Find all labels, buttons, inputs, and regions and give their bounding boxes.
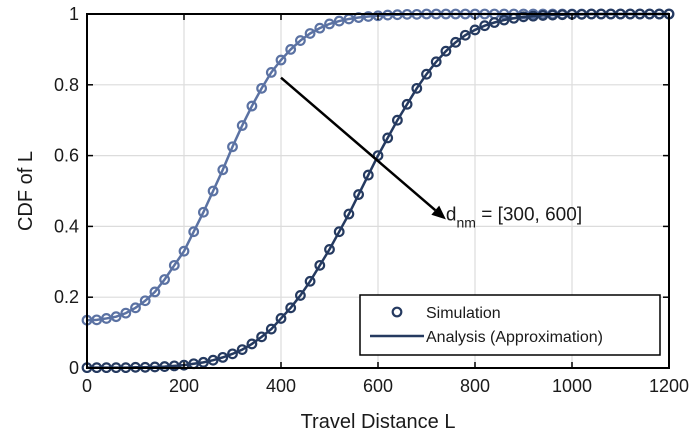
x-tick-label: 0	[82, 376, 92, 396]
x-tick-label: 1000	[552, 376, 592, 396]
simulation-point-d300	[91, 314, 103, 326]
simulation-point-d600	[479, 20, 491, 32]
simulation-point-d300	[324, 18, 335, 30]
simulation-point-d300	[362, 11, 374, 22]
simulation-point-d600	[178, 359, 190, 371]
simulation-point-d300	[217, 164, 229, 176]
simulation-point-d600	[314, 259, 326, 271]
simulation-point-d300	[110, 311, 122, 323]
simulation-point-d300	[372, 10, 384, 22]
simulation-point-d600	[489, 17, 500, 28]
annotation-subscript: nm	[456, 214, 475, 230]
simulation-point-d300	[168, 259, 180, 271]
simulation-point-d600	[275, 313, 287, 324]
simulation-point-d600	[304, 275, 316, 287]
y-axis-label: CDF of L	[15, 151, 37, 231]
x-tick-label: 800	[460, 376, 490, 396]
annotation-arrowhead	[431, 205, 446, 220]
legend-label: Analysis (Approximation)	[426, 329, 603, 346]
simulation-point-d600	[256, 331, 268, 343]
simulation-point-d600	[333, 226, 345, 238]
simulation-point-d600	[450, 36, 462, 48]
simulation-point-d600	[537, 10, 549, 21]
simulation-point-d600	[353, 189, 365, 200]
simulation-point-d300	[285, 44, 297, 55]
simulation-point-d300	[314, 22, 326, 34]
simulation-point-d300	[304, 28, 316, 39]
simulation-point-d300	[178, 245, 190, 257]
y-tick-label: 0	[69, 358, 79, 378]
simulation-point-d300	[236, 120, 248, 131]
simulation-point-d300	[197, 206, 209, 218]
simulation-point-d300	[120, 307, 132, 319]
annotation-text: dnm = [300, 600]	[446, 204, 582, 230]
simulation-point-d600	[197, 356, 209, 368]
simulation-point-d600	[246, 338, 258, 350]
simulation-point-d600	[295, 290, 306, 301]
simulation-point-d600	[440, 45, 452, 57]
simulation-point-d600	[469, 24, 481, 36]
simulation-point-d300	[188, 226, 200, 238]
x-tick-label: 400	[266, 376, 296, 396]
simulation-point-d600	[498, 14, 510, 26]
simulation-point-d600	[527, 10, 539, 22]
annotation-rest: = [300, 600]	[476, 204, 582, 225]
x-axis-label: Travel Distance L	[301, 411, 456, 433]
simulation-point-d600	[343, 208, 355, 220]
simulation-point-d300	[130, 302, 141, 314]
simulation-point-d600	[547, 9, 558, 21]
simulation-point-d600	[285, 302, 297, 314]
simulation-point-d600	[265, 323, 277, 335]
simulation-point-d600	[168, 360, 180, 372]
simulation-point-d600	[159, 361, 171, 372]
simulation-point-d600	[518, 11, 529, 23]
y-tick-label: 0.6	[54, 146, 79, 166]
simulation-point-d600	[207, 354, 219, 366]
simulation-point-d600	[382, 132, 394, 144]
y-tick-label: 0.8	[54, 75, 79, 95]
x-tick-label: 200	[169, 376, 199, 396]
x-tick-label: 1200	[649, 376, 689, 396]
simulation-point-d300	[227, 141, 238, 153]
legend: Simulation Analysis (Approximation)	[359, 294, 661, 356]
annotation: dnm = [300, 600]	[280, 76, 582, 230]
simulation-point-d600	[362, 169, 374, 181]
simulation-point-d600	[421, 68, 432, 80]
simulation-point-d600	[392, 114, 403, 126]
simulation-point-d300	[265, 67, 277, 78]
simulation-point-d300	[207, 185, 219, 197]
y-tick-label: 0.2	[54, 287, 79, 307]
simulation-point-d600	[227, 348, 238, 360]
simulation-point-d300	[333, 15, 345, 27]
simulation-point-d600	[149, 361, 161, 373]
annotation-main: d	[446, 204, 457, 225]
simulation-point-d300	[256, 82, 268, 94]
y-tick-label: 0.4	[54, 216, 79, 236]
simulation-point-d600	[459, 29, 471, 41]
axis-ticks: 0 200 400 600 800 1000 1200 0 0.2 0.4 0.6 0.8 1	[54, 4, 689, 396]
simulation-point-d300	[159, 274, 171, 285]
simulation-point-d300	[382, 9, 394, 21]
simulation-point-d300	[100, 313, 112, 324]
simulation-point-d600	[411, 82, 423, 94]
simulation-point-d300	[295, 35, 306, 46]
annotation-arrow	[280, 76, 437, 212]
y-tick-label: 1	[69, 4, 79, 24]
legend-marker-simulation	[391, 306, 403, 318]
simulation-point-d600	[324, 244, 335, 255]
simulation-point-d300	[139, 295, 151, 307]
simulation-point-d300	[246, 100, 258, 112]
legend-label: Simulation	[426, 305, 501, 322]
simulation-point-d600	[217, 351, 229, 363]
legend-box	[359, 294, 661, 356]
simulation-point-d300	[275, 54, 287, 66]
simulation-point-d600	[401, 98, 413, 110]
simulation-point-d600	[430, 56, 442, 68]
x-tick-label: 600	[363, 376, 393, 396]
simulation-point-d600	[236, 344, 248, 355]
simulation-point-d300	[149, 286, 161, 298]
